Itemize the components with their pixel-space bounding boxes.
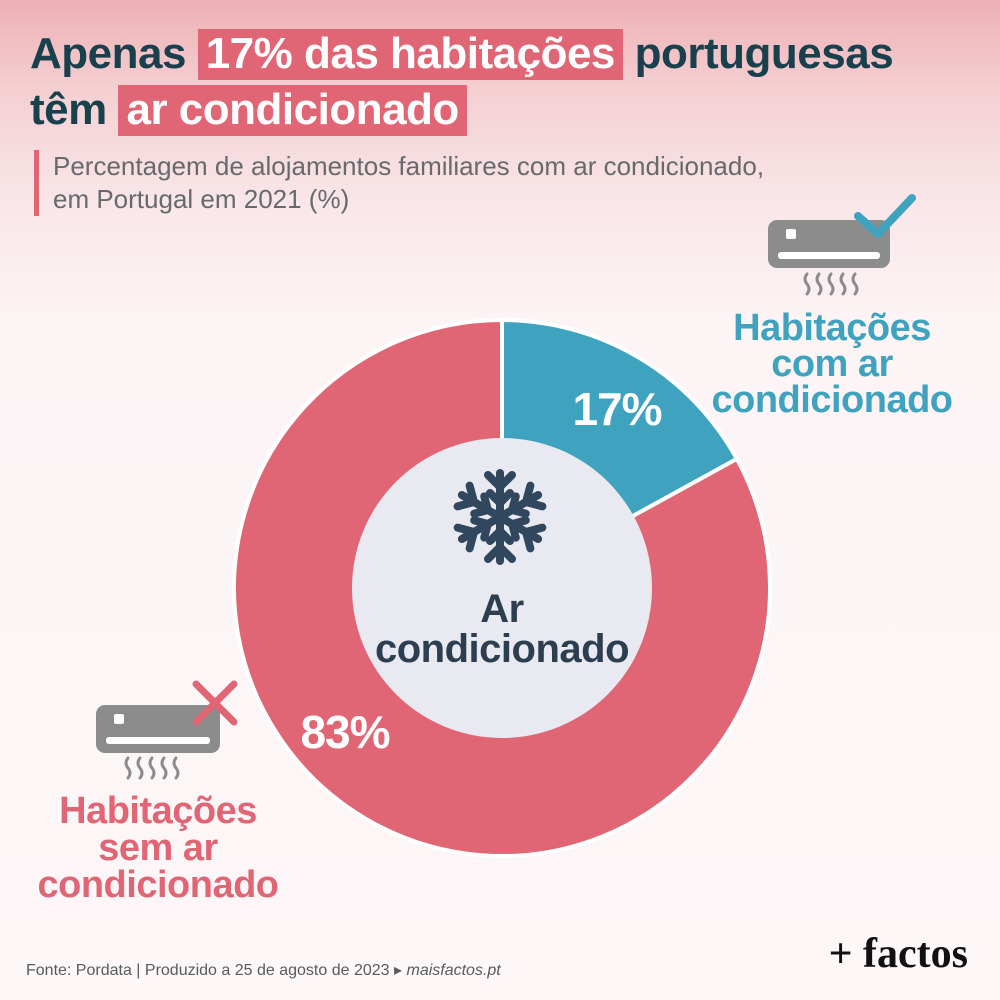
ac-unit-vent — [106, 737, 210, 744]
ac-unit-indicator — [786, 229, 796, 239]
title-line-2: têm ar condicionado — [30, 82, 893, 138]
legend-label-with-ac-line-1: Habitações — [733, 307, 931, 349]
airflow-waves — [124, 756, 180, 780]
subtitle-line-1: Percentagem de alojamentos familiares co… — [53, 151, 765, 181]
legend-label-without-ac-line-3: condicionado — [38, 864, 279, 906]
chart-subtitle: Percentagem de alojamentos familiares co… — [34, 150, 764, 216]
air-conditioner-check-icon — [768, 194, 916, 296]
title-highlight-1: 17% das habitações — [197, 29, 623, 80]
title-part-2: portuguesas — [634, 29, 894, 78]
legend-label-with-ac-line-3: condicionado — [712, 379, 953, 421]
snowflake-arm — [496, 481, 547, 521]
legend-label-without-ac-line-2: sem ar — [98, 827, 218, 869]
airflow-waves — [803, 272, 859, 296]
site-link[interactable]: maisfactos.pt — [406, 962, 501, 979]
slice-value-label-without-ac: 83% — [300, 706, 389, 758]
ac-unit-vent — [778, 252, 880, 259]
snowflake-arm — [496, 513, 547, 553]
legend-label-with-ac-line-2: com ar — [771, 343, 893, 385]
source-text: Fonte: Pordata — [26, 962, 132, 979]
snowflake-arm — [453, 513, 504, 553]
snowflake-icon — [453, 469, 547, 565]
title-part-3: têm — [30, 85, 107, 134]
slice-value-label-with-ac: 17% — [572, 383, 661, 435]
snowflake-arm — [453, 481, 504, 521]
source-separator: | — [136, 962, 141, 979]
arrow-icon: ▸ — [394, 962, 403, 979]
cross-mark — [192, 680, 238, 726]
snowflake-arm — [484, 469, 516, 521]
snowflake-arm — [484, 513, 516, 565]
subtitle-line-2: em Portugal em 2021 (%) — [53, 184, 350, 214]
check-mark — [854, 194, 916, 238]
title-highlight-2: ar condicionado — [118, 85, 467, 136]
center-label-line-1: Ar — [480, 587, 523, 631]
ac-unit-indicator — [114, 714, 124, 724]
title-line-1: Apenas 17% das habitações portuguesas — [30, 26, 894, 82]
title-part-1: Apenas — [30, 29, 186, 78]
produced-date: Produzido a 25 de agosto de 2023 — [144, 962, 390, 979]
center-label-line-2: condicionado — [375, 627, 629, 671]
source-note: Fonte: Pordata | Produzido a 25 de agost… — [26, 960, 501, 980]
legend-label-without-ac-line-1: Habitações — [59, 790, 257, 832]
page-title: Apenas 17% das habitações portuguesas tê… — [30, 26, 894, 138]
brand-logo: + factos — [828, 931, 968, 977]
air-conditioner-cross-icon — [96, 680, 238, 780]
center-disc — [352, 438, 652, 738]
